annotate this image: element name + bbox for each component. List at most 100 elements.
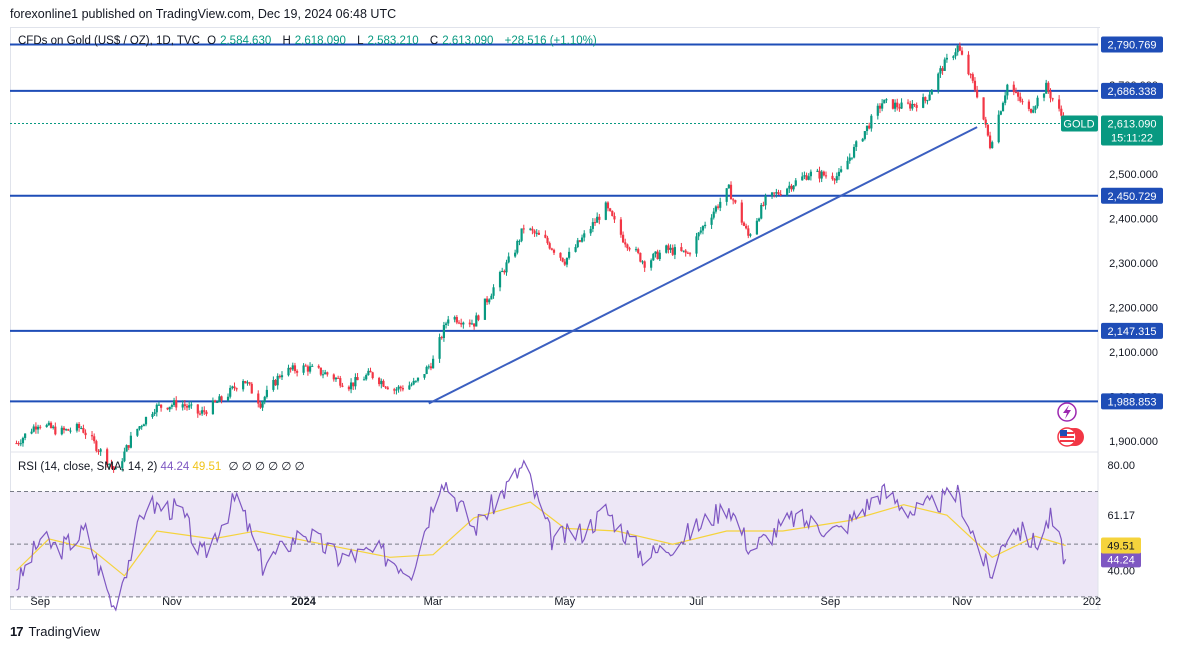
- candle-body: [229, 387, 232, 397]
- candle-body: [997, 114, 1000, 143]
- candle: [801, 172, 804, 181]
- candle: [332, 373, 335, 382]
- candle: [166, 407, 169, 411]
- candle-body: [362, 379, 366, 381]
- candle-body: [757, 218, 761, 221]
- candle: [1021, 98, 1024, 105]
- candle-body: [960, 50, 964, 55]
- candle: [986, 124, 990, 137]
- candle: [274, 379, 277, 386]
- candle-body: [34, 426, 38, 430]
- price-tick-label: 2,300.000: [1109, 258, 1158, 270]
- candle-body: [684, 250, 687, 253]
- candle: [444, 321, 448, 329]
- candle-body: [462, 322, 465, 325]
- footer: 17 TradingView: [10, 624, 100, 639]
- candle: [490, 293, 493, 300]
- candle-body: [846, 160, 849, 170]
- candle-body: [945, 57, 948, 60]
- candle-body: [432, 358, 435, 369]
- candle: [203, 406, 206, 415]
- candle-body: [881, 103, 884, 109]
- candle: [770, 191, 774, 199]
- candle: [704, 221, 707, 229]
- ohlc-legend: CFDs on Gold (US$ / OZ), 1D, TVC O 2,584.…: [18, 35, 601, 47]
- candle-body: [99, 449, 102, 452]
- candle-body: [516, 241, 519, 253]
- candle: [384, 385, 387, 389]
- candle-body: [788, 185, 791, 189]
- us-flag-events-icon[interactable]: [1057, 427, 1084, 447]
- candle-body: [876, 105, 879, 116]
- candle: [816, 168, 819, 173]
- candle: [609, 207, 612, 212]
- candle-body: [550, 248, 553, 250]
- candle-body: [552, 249, 556, 253]
- candle-body: [533, 230, 536, 234]
- candle: [831, 172, 834, 181]
- rsi-value: 44.24: [160, 461, 190, 473]
- rsi-value-tag: 44.24: [1101, 551, 1141, 568]
- candle: [809, 169, 812, 181]
- candle: [265, 385, 268, 399]
- time-tick-label: Mar: [424, 596, 443, 608]
- price-tag-countdown: 15:11:22: [1111, 133, 1153, 145]
- candle: [719, 197, 722, 212]
- candle-body: [786, 188, 789, 196]
- candle: [757, 217, 761, 222]
- candle: [688, 251, 692, 257]
- candle: [909, 100, 912, 111]
- candle: [898, 103, 901, 112]
- candle-body: [257, 393, 260, 404]
- candle: [205, 410, 208, 417]
- candle-body: [939, 68, 942, 74]
- candle-body: [893, 102, 897, 109]
- candle: [138, 426, 141, 431]
- candle-body: [764, 195, 767, 206]
- lightning-icon[interactable]: [1057, 402, 1077, 422]
- rsi-sma-value: 49.51: [192, 461, 222, 473]
- candle: [546, 235, 549, 245]
- candle: [229, 385, 232, 399]
- candle-body: [606, 202, 610, 209]
- candle-body: [734, 200, 737, 203]
- candle: [634, 246, 638, 252]
- candle-body: [628, 248, 631, 250]
- candle-body: [261, 401, 264, 408]
- candle: [725, 188, 728, 206]
- candle: [129, 431, 132, 449]
- candle-body: [168, 406, 171, 410]
- candle-body: [522, 228, 525, 230]
- candle: [734, 199, 737, 204]
- low-item: L 2,583.210: [357, 35, 423, 47]
- candle-body: [537, 232, 540, 235]
- candle-body: [835, 176, 838, 181]
- candle: [878, 103, 882, 114]
- candle-body: [246, 382, 249, 384]
- candle-body: [483, 298, 487, 320]
- candle-body: [39, 426, 42, 428]
- candle: [667, 243, 670, 254]
- candle-body: [302, 365, 305, 373]
- candle: [291, 362, 294, 371]
- candle-body: [1049, 91, 1052, 99]
- candle: [565, 257, 569, 268]
- candle: [788, 181, 791, 193]
- trendline: [428, 126, 978, 405]
- candle-body: [656, 251, 659, 260]
- candle-body: [863, 131, 866, 139]
- price-tag-value: 2,613.090: [1108, 119, 1157, 131]
- high-item: H 2,618.090: [282, 35, 349, 47]
- candle: [695, 232, 698, 257]
- candle-body: [680, 247, 683, 251]
- candle-body: [568, 251, 571, 258]
- candle: [123, 447, 126, 463]
- candle: [157, 401, 161, 406]
- candle: [967, 51, 970, 76]
- candle-body: [326, 372, 329, 375]
- candle-body: [565, 257, 569, 265]
- candle: [181, 400, 184, 411]
- candle-body: [913, 103, 916, 106]
- candle-body: [909, 103, 912, 109]
